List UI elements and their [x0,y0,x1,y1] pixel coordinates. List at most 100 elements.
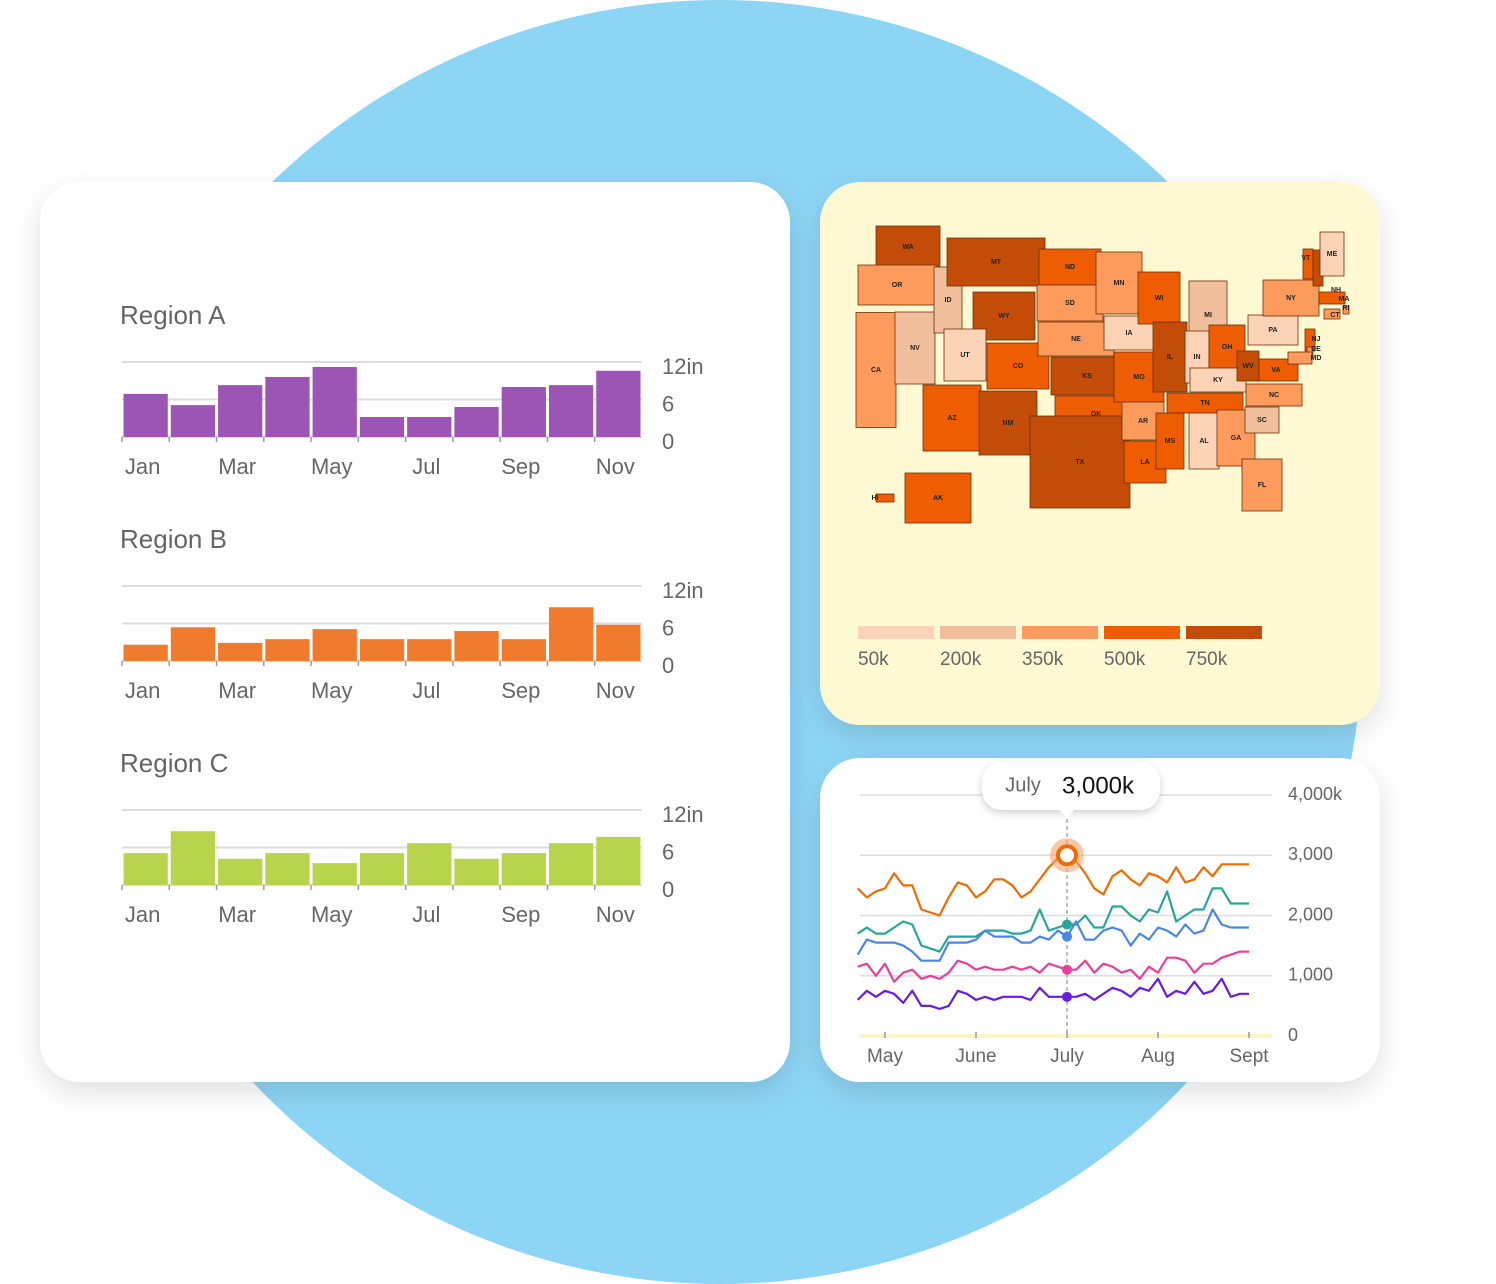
bar [359,853,405,885]
state [943,328,987,382]
bar [170,831,216,885]
bar [170,627,216,661]
state [1038,248,1102,286]
bar [265,377,310,437]
bar [407,417,452,437]
state-label: AR [1138,418,1148,425]
state-label: NH [1331,287,1341,294]
x-tick-label: Nov [596,678,635,703]
state-label: CA [871,367,881,374]
bar [501,387,546,437]
x-tick-label: Jul [412,902,440,927]
state-label: NE [1071,336,1081,343]
state-label: VT [1302,255,1312,262]
state [1342,305,1350,315]
legend-swatch [858,626,934,639]
bar [501,639,546,661]
bar [123,644,168,661]
x-tick-label: Jan [125,454,160,479]
bar [501,853,546,885]
state-label: AL [1199,438,1209,445]
state-label: MI [1204,312,1212,319]
bar [265,639,310,661]
state-label: IA [1126,330,1133,337]
state [875,493,895,503]
x-tick-label: Sep [501,902,540,927]
bar [548,843,594,885]
chart-title: Region C [120,748,228,778]
state-label: TX [1076,459,1085,466]
state [875,225,941,269]
state-label: FL [1258,482,1267,489]
state [1302,248,1314,280]
state [1262,279,1320,317]
legend-label: 200k [940,649,982,670]
chart-title: Region B [120,524,227,554]
state-label: KS [1082,373,1092,380]
state [1241,458,1283,512]
bar [170,405,216,437]
state-label: MS [1165,438,1176,445]
state-label: RI [1343,305,1350,312]
legend-label: 50k [858,649,889,670]
x-tick-label: May [311,678,353,703]
x-tick-label: May [867,1046,903,1067]
point [1062,919,1072,930]
state-label: VA [1271,367,1280,374]
state-label: GA [1231,435,1242,442]
state-label: IL [1167,354,1174,361]
state-label: NM [1003,420,1014,427]
state-label: NV [910,345,920,352]
state-label: AK [933,495,943,502]
bar [454,631,499,661]
point [1062,964,1072,975]
state [904,472,972,524]
legend-label: 750k [1186,649,1228,670]
state-label: TN [1200,400,1209,407]
state-label: ND [1065,264,1075,271]
x-tick-label: Sep [501,678,540,703]
state-label: NY [1286,295,1296,302]
state [1245,383,1303,407]
state-label: ID [945,297,952,304]
y-tick-label: 6 [662,391,674,416]
bar [407,843,452,885]
y-tick-label: 6 [662,839,674,864]
y-tick-label: 2,000 [1288,904,1333,924]
state-label: KY [1213,377,1223,384]
state-label: WA [902,244,913,251]
state [1095,251,1143,315]
state [1318,291,1346,305]
bar [123,393,168,437]
x-tick-label: Jul [412,454,440,479]
state [1155,412,1185,470]
y-tick-label: 3,000 [1288,844,1333,864]
x-tick-label: Jul [412,678,440,703]
state [1152,321,1188,393]
y-tick-label: 6 [662,615,674,640]
state-label: NC [1269,392,1279,399]
series-line [856,908,1249,962]
x-tick-label: Sept [1229,1046,1269,1067]
state [1287,351,1313,365]
y-tick-label: 0 [662,877,674,902]
tooltip-box [982,762,1160,810]
y-tick-label: 0 [662,653,674,678]
state-label: AZ [947,415,957,422]
state [1029,415,1131,509]
state-label: WI [1155,295,1164,302]
state-label: OR [892,282,903,289]
state [1137,271,1181,325]
state-label: MD [1311,355,1322,362]
chart-title: Region A [120,300,226,330]
y-tick-label: 12in [662,578,704,603]
point [1062,991,1072,1002]
highlight-point [1056,844,1078,867]
x-tick-label: Nov [596,454,635,479]
charts: Region A 0 6 12in Jan Mar May Jul Sep Nov Region B… [120,225,1350,1067]
state [1323,308,1341,320]
state [922,384,982,452]
bar [454,858,499,885]
state [1050,356,1124,396]
